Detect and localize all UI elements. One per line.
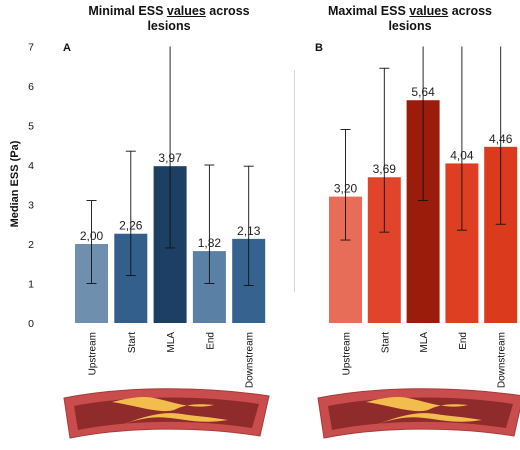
panel-divider	[294, 70, 295, 292]
plaque-lower	[124, 413, 228, 424]
y-tick-label: 0	[28, 318, 34, 330]
x-tick-label: Start	[380, 332, 391, 353]
plaque-upper	[366, 397, 468, 412]
y-tick-label: 4	[28, 160, 34, 172]
y-tick-label: 3	[28, 200, 34, 212]
data-label: 2,26	[119, 219, 143, 233]
x-tick-label: Upstream	[88, 332, 99, 375]
plaque-lower	[378, 413, 482, 424]
panel-a-label: A	[63, 42, 71, 54]
x-tick-label: Start	[127, 332, 138, 353]
x-tick-label: Downstream	[497, 332, 508, 388]
y-tick-label: 6	[28, 81, 34, 93]
panel-b-title: Maximal ESS values across lesions	[328, 4, 492, 33]
panel-b-label: B	[315, 42, 323, 54]
y-tick-label: 1	[28, 279, 34, 291]
data-label: 2,13	[237, 224, 261, 238]
data-label: 3,69	[373, 162, 397, 176]
data-label: 4,46	[489, 132, 513, 146]
plaque-upper	[112, 397, 214, 412]
data-label: 3,20	[334, 182, 358, 196]
x-tick-label: MLA	[419, 332, 430, 353]
x-tick-label: Downstream	[245, 332, 256, 388]
data-label: 5,64	[411, 85, 435, 99]
panel-a-title: Minimal ESS values across lesions	[88, 4, 250, 33]
x-tick-label: End	[205, 332, 216, 350]
artery-illustration	[63, 388, 270, 439]
y-tick-label: 2	[28, 239, 34, 251]
data-label: 2,00	[80, 229, 104, 243]
y-tick-label: 7	[28, 42, 34, 54]
artery-illustration	[317, 388, 520, 439]
data-label: 1,82	[198, 236, 222, 250]
x-tick-label: MLA	[166, 332, 177, 353]
y-tick-label: 5	[28, 121, 34, 133]
x-tick-label: Upstream	[342, 332, 353, 375]
data-label: 3,97	[158, 151, 182, 165]
data-label: 4,04	[450, 148, 474, 162]
x-tick-label: End	[458, 332, 469, 350]
